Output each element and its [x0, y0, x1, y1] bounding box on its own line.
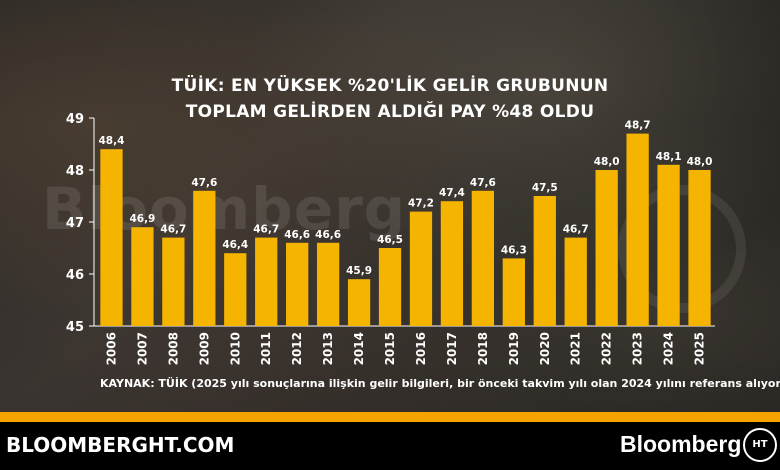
bar-2017 — [440, 201, 464, 326]
bar-2006 — [100, 149, 123, 326]
value-label-2024: 48,1 — [656, 151, 682, 163]
value-label-2015: 46,5 — [377, 234, 403, 246]
value-label-2007: 46,9 — [129, 213, 155, 225]
y-tick-label: 46 — [66, 268, 84, 283]
orange-divider — [0, 412, 780, 422]
bar-2016 — [409, 211, 433, 326]
value-label-2012: 46,6 — [284, 229, 310, 241]
y-tick-label: 49 — [66, 112, 84, 127]
x-tick-label-2020: 2020 — [538, 332, 552, 365]
x-tick-label-2010: 2010 — [228, 332, 242, 365]
value-label-2019: 46,3 — [501, 244, 527, 256]
chart-title: TÜİK: EN YÜKSEK %20'LİK GELİR GRUBUNUN T… — [0, 73, 780, 125]
y-tick-label: 47 — [66, 216, 84, 231]
bar-2009 — [193, 190, 216, 326]
bar-2018 — [471, 190, 495, 326]
bar-2007 — [131, 227, 154, 326]
x-tick-label-2016: 2016 — [414, 332, 428, 365]
bar-2008 — [162, 237, 185, 326]
x-tick-label-2017: 2017 — [445, 332, 459, 365]
x-tick-label-2013: 2013 — [321, 332, 335, 365]
ht-watermark-icon — [618, 185, 746, 313]
bar-2019 — [502, 258, 525, 326]
value-label-2023: 48,7 — [625, 120, 651, 132]
value-labels: 48,4 46,9 46,7 47,6 46,4 46,7 46,6 46,6 45,9 46,5… — [99, 120, 713, 278]
source-note: KAYNAK: TÜİK (2025 yılı sonuçlarına iliş… — [100, 377, 780, 390]
bar-2025 — [688, 170, 711, 326]
bar-2015 — [378, 248, 402, 326]
x-tick-label-2019: 2019 — [507, 332, 521, 365]
bar-2020 — [533, 196, 556, 326]
bar-2013 — [316, 242, 340, 326]
x-tick-label-2014: 2014 — [352, 332, 366, 365]
x-tick-label-2025: 2025 — [693, 332, 707, 365]
value-label-2021: 46,7 — [563, 224, 589, 236]
x-tick-label-2021: 2021 — [569, 332, 583, 365]
value-label-2011: 46,7 — [253, 224, 279, 236]
value-label-2014: 45,9 — [346, 265, 372, 277]
bar-2012 — [286, 242, 309, 326]
y-tick-label: 48 — [66, 164, 84, 179]
footer-site-link[interactable]: BLOOMBERGHT.COM — [6, 433, 235, 457]
chart-title-line1: TÜİK: EN YÜKSEK %20'LİK GELİR GRUBUNUN — [171, 76, 609, 96]
bar-2022 — [595, 170, 618, 326]
value-label-2018: 47,6 — [470, 177, 496, 189]
bar-2024 — [657, 164, 680, 326]
x-tick-label-2011: 2011 — [259, 332, 273, 365]
x-tick-label-2008: 2008 — [166, 332, 180, 365]
bars — [100, 133, 711, 326]
ht-logo-icon: HT — [743, 428, 777, 462]
bar-2014 — [347, 279, 371, 326]
x-tick-label-2018: 2018 — [476, 332, 490, 365]
value-label-2006: 48,4 — [99, 135, 125, 147]
bar-2021 — [564, 237, 587, 326]
value-label-2010: 46,4 — [222, 239, 248, 251]
bar-2023 — [626, 133, 649, 326]
x-tick-label-2007: 2007 — [135, 332, 149, 365]
value-label-2020: 47,5 — [532, 182, 558, 194]
value-label-2025: 48,0 — [687, 156, 713, 168]
value-label-2017: 47,4 — [439, 187, 465, 199]
bar-2010 — [224, 253, 247, 326]
value-label-2016: 47,2 — [408, 198, 434, 210]
x-tick-label-2024: 2024 — [662, 332, 676, 365]
x-axis-labels: 2006 2007 2008 2009 2010 2011 2012 2013 2014 2015… — [104, 332, 706, 365]
x-tick-label-2006: 2006 — [104, 332, 118, 365]
footer: BLOOMBERGHT.COM Bloomberg HT — [0, 422, 780, 470]
chart-title-line2: TOPLAM GELİRDEN ALDIĞI PAY %48 OLDU — [185, 102, 595, 122]
value-label-2022: 48,0 — [594, 156, 620, 168]
x-tick-label-2012: 2012 — [290, 332, 304, 365]
x-tick-label-2022: 2022 — [600, 332, 614, 365]
x-tick-label-2015: 2015 — [383, 332, 397, 365]
value-label-2008: 46,7 — [160, 224, 186, 236]
value-label-2013: 46,6 — [315, 229, 341, 241]
x-tick-label-2023: 2023 — [631, 332, 645, 365]
y-tick-label: 45 — [66, 320, 84, 335]
bloomberg-logo: Bloomberg — [620, 431, 742, 457]
bar-2011 — [255, 237, 278, 326]
value-label-2009: 47,6 — [191, 177, 217, 189]
x-tick-label-2009: 2009 — [197, 332, 211, 365]
